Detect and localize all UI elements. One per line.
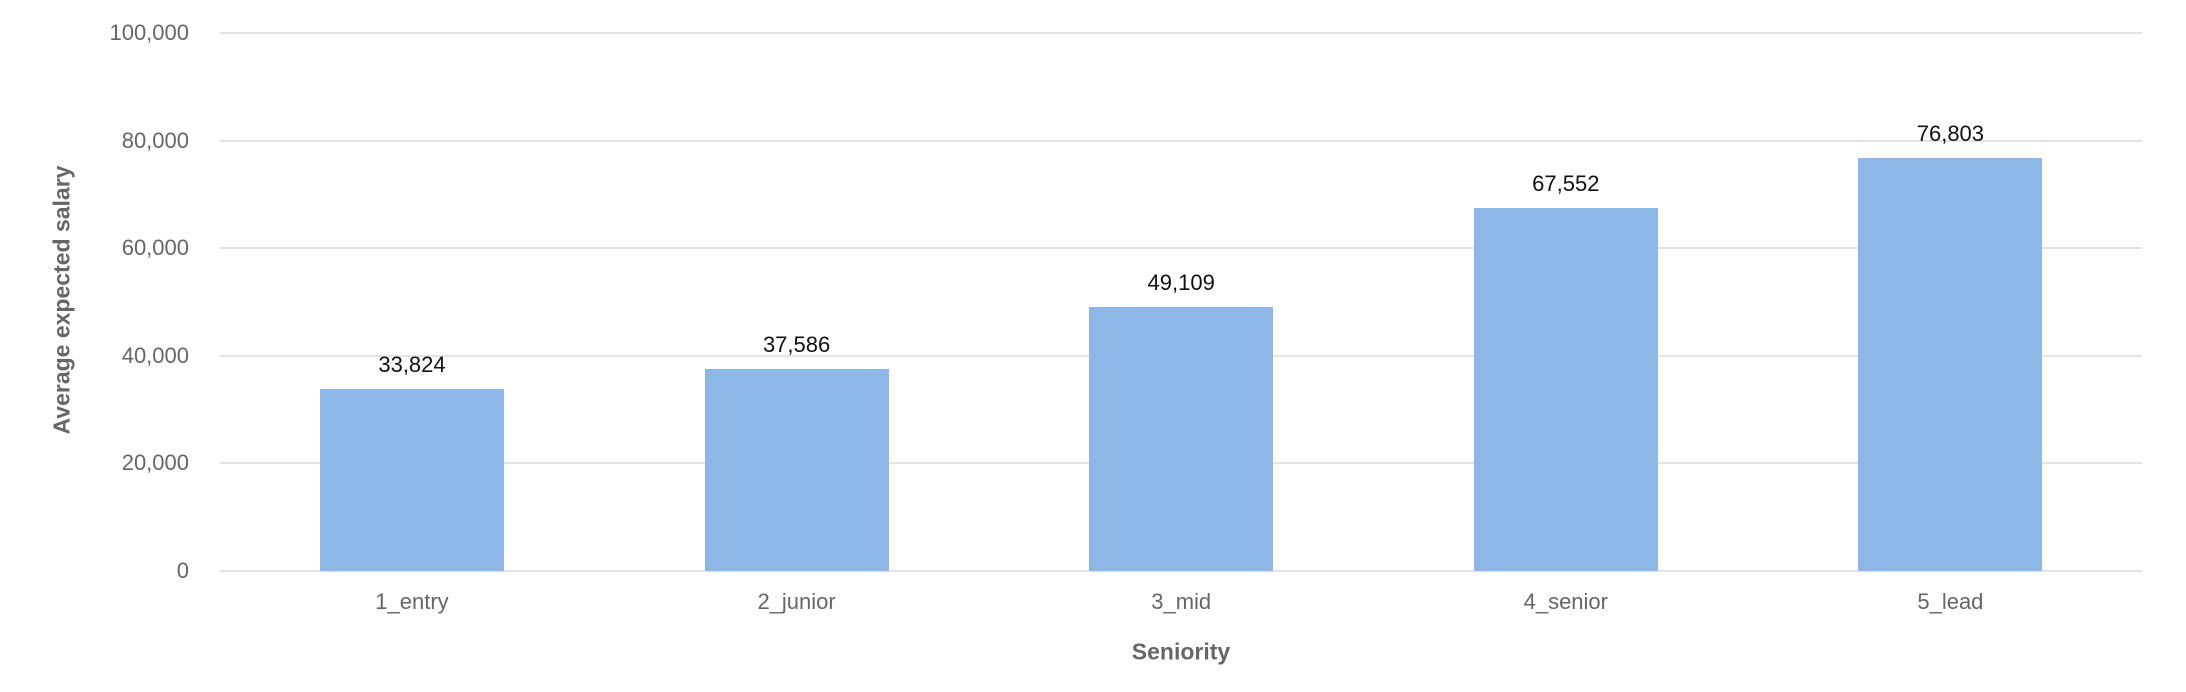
data-label: 37,586 (762, 331, 831, 357)
data-label: 49,109 (1147, 269, 1215, 295)
x-tick-label: 5_lead (1917, 589, 1984, 614)
gridline (220, 139, 2142, 142)
y-tick-label: 100,000 (109, 20, 189, 45)
x-tick-label: 3_mid (1151, 589, 1212, 614)
gridline (220, 247, 2142, 250)
x-tick-label: 1_entry (375, 589, 449, 614)
bar-3_mid (1089, 306, 1274, 571)
data-label: 76,803 (1916, 120, 1985, 146)
y-tick-label: 20,000 (121, 450, 189, 476)
data-label: 67,552 (1532, 170, 1600, 196)
bar-5_lead (1858, 157, 2043, 571)
bar-1_entry (320, 389, 504, 571)
x-tick-label: 4_senior (1523, 589, 1608, 614)
data-label: 33,824 (378, 352, 446, 378)
y-axis-title: Average expected salary (48, 165, 75, 435)
gridline (220, 32, 2142, 34)
y-tick-label: 60,000 (121, 235, 189, 261)
bar-4_senior (1473, 207, 1658, 571)
x-axis-title: Seniority (1131, 638, 1231, 665)
bar-2_junior (704, 368, 889, 571)
gridline (220, 570, 2142, 572)
y-tick-label: 40,000 (121, 342, 189, 368)
x-tick-label: 2_junior (757, 589, 836, 614)
y-tick-label: 0 (176, 558, 189, 583)
y-tick-label: 80,000 (121, 127, 189, 153)
